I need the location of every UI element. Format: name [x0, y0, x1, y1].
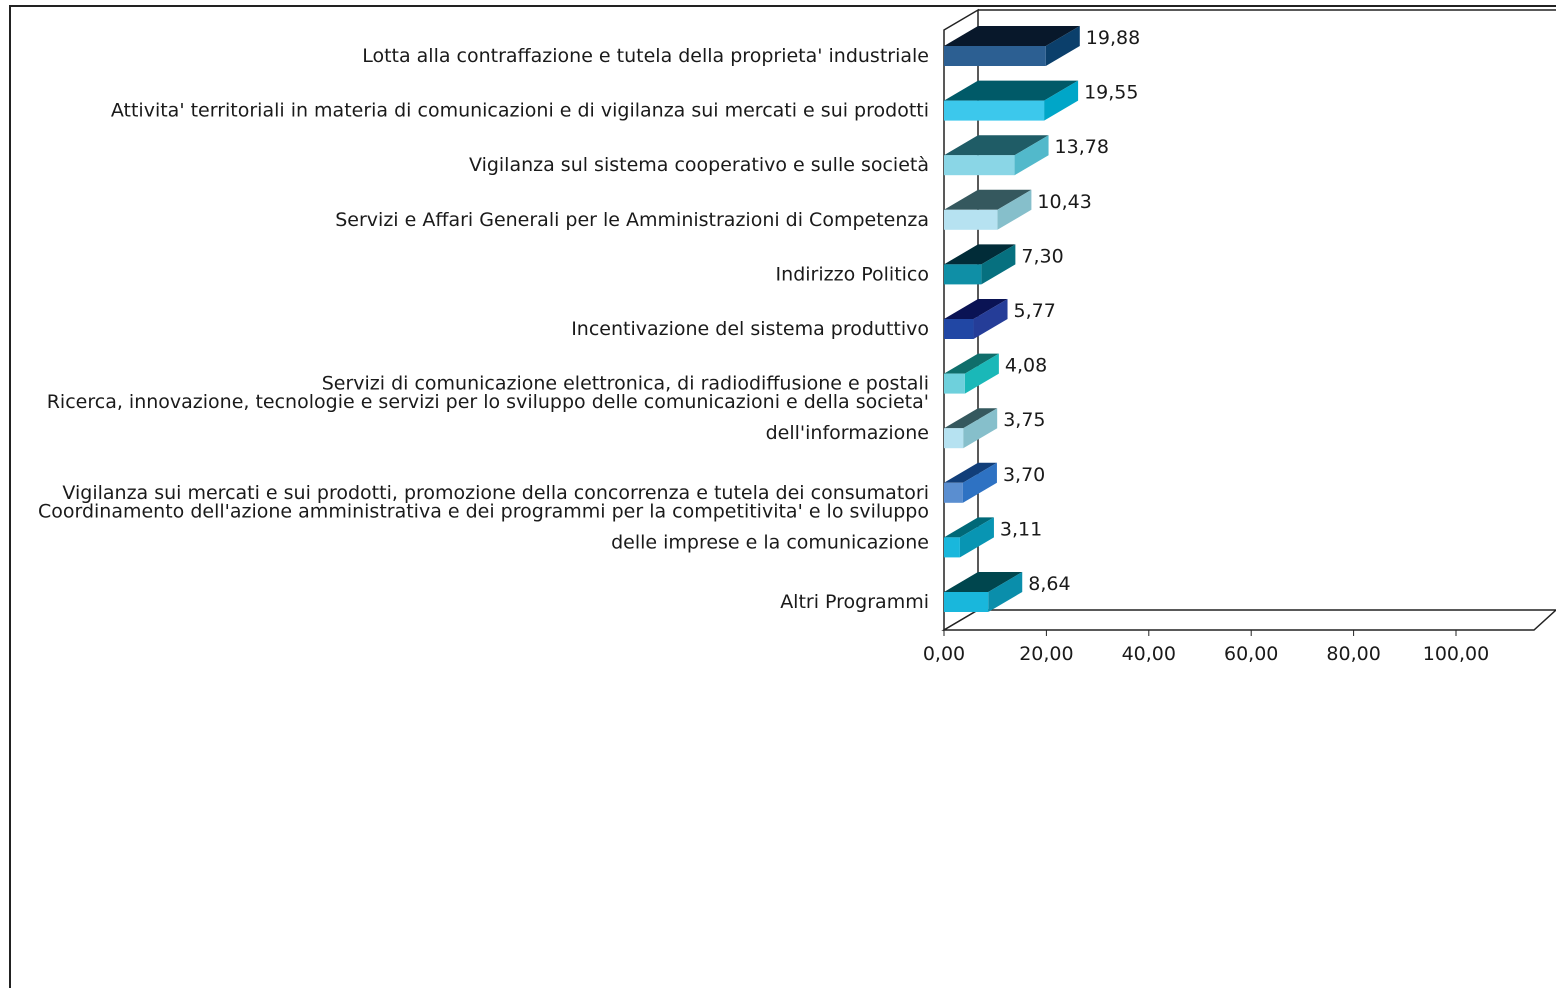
- bar-front-face: [944, 482, 963, 503]
- category-label: dell'informazione: [766, 422, 929, 444]
- bar-side-face: [981, 244, 1016, 285]
- bar: [944, 80, 1079, 121]
- bar-front-face: [944, 373, 965, 394]
- bar-top-face: [944, 353, 999, 374]
- bar-top-face: [944, 80, 1079, 101]
- bar-top-face: [944, 135, 1049, 156]
- x-tick-label: 60,00: [1224, 643, 1278, 665]
- data-label: 13,78: [1055, 136, 1109, 158]
- bar-top-face: [944, 572, 1023, 592]
- bar-top-face: [944, 26, 1080, 46]
- x-tick-label: 0,00: [923, 643, 965, 665]
- data-label: 7,30: [1021, 245, 1063, 267]
- bar-side-face: [973, 299, 1008, 339]
- bar-side-face: [963, 408, 998, 449]
- bar: [944, 244, 1016, 285]
- category-label: Altri Programmi: [780, 591, 929, 613]
- category-label: Indirizzo Politico: [776, 263, 929, 285]
- category-label: Incentivazione del sistema produttivo: [571, 318, 929, 340]
- bar-side-face: [964, 353, 999, 394]
- floor: [941, 609, 1556, 631]
- data-label: 8,64: [1028, 573, 1070, 595]
- data-label: 19,88: [1086, 27, 1140, 49]
- bar-side-face: [1044, 80, 1079, 121]
- bar: [944, 408, 998, 449]
- bar: [944, 462, 997, 503]
- category-label: Vigilanza sui mercati e sui prodotti, pr…: [62, 482, 929, 504]
- bar-front-face: [944, 264, 982, 285]
- bar-top-face: [944, 517, 994, 538]
- bar: [944, 135, 1049, 176]
- category-label: delle imprese e la comunicazione: [611, 531, 929, 553]
- bar: [944, 26, 1080, 66]
- bar-top-face: [944, 244, 1016, 265]
- category-label: Lotta alla contraffazione e tutela della…: [362, 45, 929, 67]
- bar-front-face: [944, 428, 964, 449]
- bar-front-face: [944, 209, 998, 230]
- bar: [944, 353, 999, 394]
- bar-side-face: [988, 572, 1023, 612]
- bar: [944, 572, 1023, 612]
- data-label: 3,75: [1003, 409, 1045, 431]
- bar-side-face: [1045, 26, 1080, 66]
- bar-side-face: [1014, 135, 1049, 176]
- data-label: 19,55: [1084, 82, 1138, 104]
- bar-front-face: [944, 319, 974, 339]
- category-label: Servizi di comunicazione elettronica, di…: [322, 373, 929, 395]
- data-label: 3,11: [1000, 518, 1042, 540]
- bar-front-face: [944, 155, 1015, 176]
- bar-side-face: [962, 462, 997, 503]
- bar-front-face: [944, 537, 960, 558]
- category-label: Coordinamento dell'azione amministrativa…: [38, 500, 929, 522]
- category-label: Vigilanza sul sistema cooperativo e sull…: [469, 154, 929, 176]
- category-label: Ricerca, innovazione, tecnologie e servi…: [47, 391, 929, 413]
- bar: [944, 299, 1008, 339]
- bar-front-face: [944, 46, 1046, 66]
- data-label: 10,43: [1037, 191, 1091, 213]
- x-tick-label: 20,00: [1019, 643, 1073, 665]
- bar: [944, 517, 994, 558]
- x-tick-label: 100,00: [1423, 643, 1489, 665]
- bar-side-face: [997, 189, 1032, 230]
- bar-top-face: [944, 408, 998, 429]
- bar: [944, 189, 1032, 230]
- chart-border: [9, 5, 1556, 988]
- category-label: Attivita' territoriali in materia di com…: [111, 100, 929, 122]
- data-label: 3,70: [1003, 464, 1045, 486]
- bar-side-face: [959, 517, 994, 558]
- category-label: Servizi e Affari Generali per le Amminis…: [335, 209, 929, 231]
- bar-front-face: [944, 592, 989, 612]
- bar-top-face: [944, 189, 1032, 210]
- bar-top-face: [944, 462, 997, 483]
- data-label: 5,77: [1014, 300, 1056, 322]
- data-label: 4,08: [1005, 355, 1047, 377]
- bar-front-face: [944, 100, 1045, 121]
- bar-top-face: [944, 299, 1008, 319]
- x-tick-label: 40,00: [1122, 643, 1176, 665]
- x-tick-label: 80,00: [1326, 643, 1380, 665]
